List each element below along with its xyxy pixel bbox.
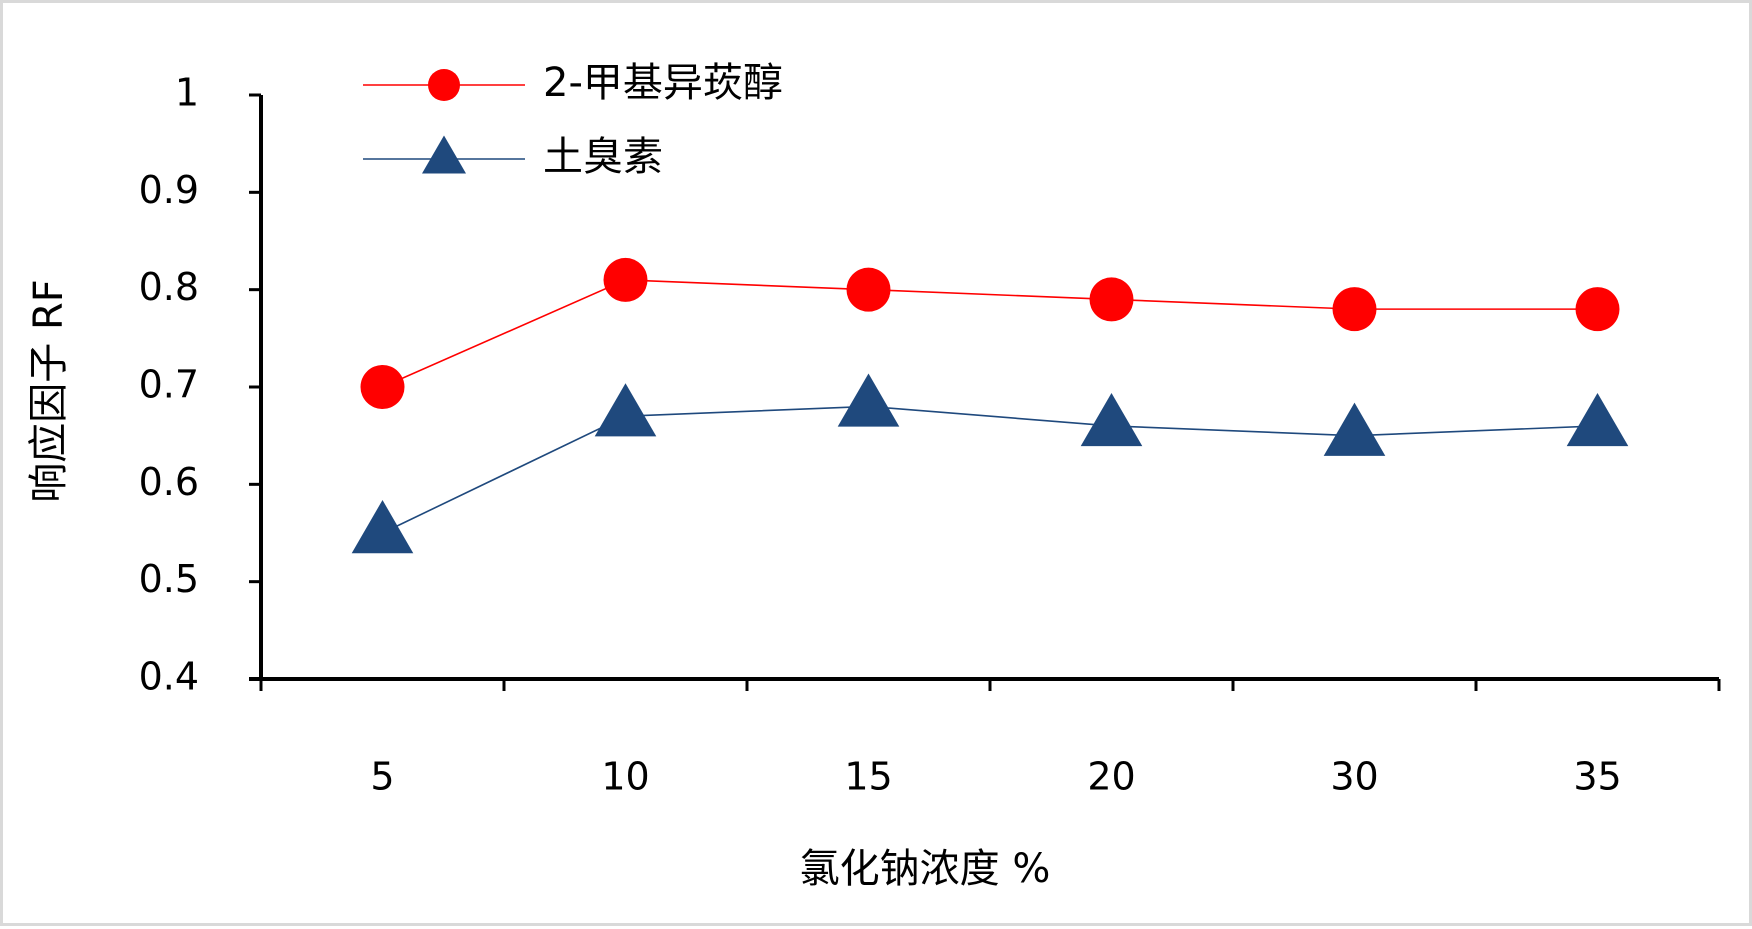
legend-marker-mib [428, 69, 460, 101]
x-tick-label: 35 [1573, 755, 1621, 799]
data-point-geosmin [594, 383, 657, 437]
legend-item-geosmin: 土臭素 [363, 134, 663, 180]
data-point-geosmin [1566, 392, 1629, 447]
x-tick-label: 15 [844, 755, 892, 799]
x-tick-label: 5 [370, 755, 394, 799]
y-axis-title: 响应因子 RF [26, 279, 72, 503]
y-ticks: 0.4 0.5 0.6 0.7 0.8 0.9 1 [139, 71, 261, 699]
x-tick-label: 30 [1330, 755, 1378, 799]
y-tick-label: 0.4 [139, 655, 199, 699]
data-point-geosmin [351, 500, 414, 554]
axes [249, 95, 1719, 681]
data-point-mib [1332, 287, 1377, 332]
series [351, 257, 1629, 554]
y-tick-label: 0.7 [139, 363, 199, 407]
data-point-mib [846, 267, 891, 312]
data-point-mib [603, 257, 648, 302]
x-axis-title: 氯化钠浓度 % [800, 846, 1051, 892]
y-tick-label: 0.8 [139, 265, 199, 309]
x-tick-label: 20 [1087, 755, 1135, 799]
legend-marker-geosmin [422, 135, 466, 174]
y-tick-label: 0.6 [139, 460, 199, 504]
x-ticks: 5 10 15 20 30 35 [259, 679, 1721, 799]
y-tick-label: 1 [175, 71, 199, 115]
series-0 [360, 257, 1620, 409]
legend-item-mib: 2-甲基异莰醇 [363, 60, 783, 106]
data-point-mib [1089, 277, 1134, 322]
series-1 [351, 373, 1629, 554]
data-point-mib [360, 365, 405, 409]
x-tick-label: 10 [601, 755, 649, 799]
series-line [382, 405, 1598, 534]
data-point-geosmin [1080, 392, 1143, 447]
data-point-mib [1575, 287, 1620, 332]
legend-label-mib: 2-甲基异莰醇 [543, 60, 783, 106]
y-tick-label: 0.9 [139, 168, 199, 212]
data-point-geosmin [837, 373, 900, 427]
data-point-geosmin [1323, 402, 1386, 456]
line-chart: 0.40.50.60.70.80.91 5 10 15 20 30 35 响应因子 RF … [26, 60, 1721, 892]
y-tick-label: 0.5 [139, 557, 199, 601]
legend-label-geosmin: 土臭素 [543, 134, 663, 180]
series-line [382, 279, 1598, 388]
legend: 2-甲基异莰醇 土臭素 [363, 60, 783, 180]
